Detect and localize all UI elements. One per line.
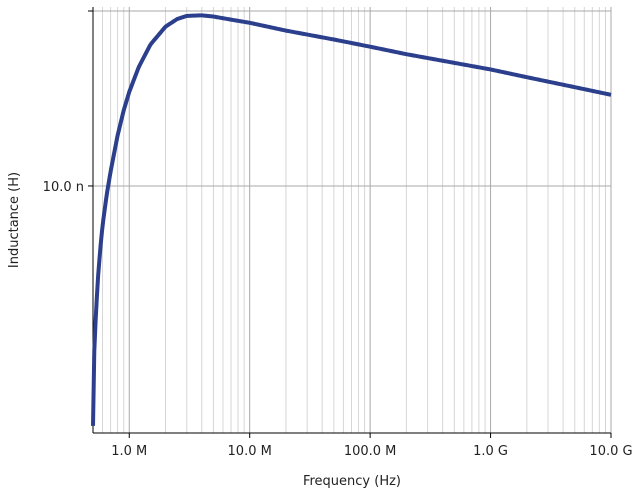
ticks: 1.0 M 10.0 M 100.0 M 1.0 G 10.0 G 10.0 n	[43, 10, 633, 459]
axes	[92, 7, 611, 434]
x-tick-label: 1.0 G	[473, 444, 508, 459]
y-axis-label: Inductance (H)	[7, 172, 22, 268]
x-tick-label: 10.0 G	[589, 444, 632, 459]
series	[91, 13, 612, 426]
x-tick-label: 10.0 M	[228, 444, 272, 459]
y-tick-label: 10.0 n	[43, 180, 84, 195]
x-tick-label: 1.0 M	[111, 444, 147, 459]
grid	[92, 7, 612, 433]
x-tick-label: 100.0 M	[344, 444, 397, 459]
series-line	[91, 13, 612, 426]
x-axis-label: Frequency (Hz)	[303, 474, 401, 489]
